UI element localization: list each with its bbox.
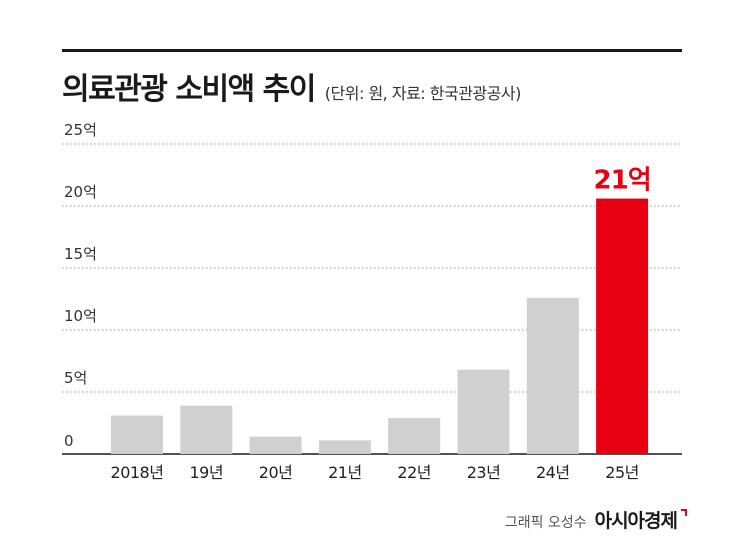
y-tick-label: 10억 (64, 307, 97, 325)
x-tick-label: 2018년 (111, 463, 164, 482)
bar (318, 440, 371, 454)
bar (457, 369, 510, 454)
x-tick-label: 25년 (605, 463, 639, 482)
graphic-credit: 그래픽 오성수 (504, 515, 587, 531)
y-tick-label: 25억 (64, 121, 97, 139)
x-tick-label: 22년 (397, 463, 431, 482)
top-rule (62, 49, 682, 52)
publisher-brand: 아시아경제 (594, 510, 678, 532)
chart-title: 의료관광 소비액 추이 (62, 72, 316, 107)
x-tick-label: 21년 (328, 463, 362, 482)
bar (111, 415, 163, 454)
brand-mark-icon (681, 509, 687, 516)
chart-subtitle: (단위: 원, 자료: 한국관광공사) (324, 84, 522, 103)
data-label-highlight: 21억 (594, 166, 651, 196)
chart-header: 의료관광 소비액 추이 (단위: 원, 자료: 한국관광공사) (62, 64, 521, 108)
bar-highlight (596, 198, 649, 454)
x-tick-label: 24년 (536, 463, 570, 482)
x-tick-label: 20년 (259, 463, 293, 482)
x-tick-label: 19년 (190, 463, 224, 482)
y-tick-label: 0 (64, 432, 74, 450)
y-tick-label: 5억 (64, 369, 87, 387)
bar (388, 418, 441, 454)
y-tick-label: 20억 (64, 183, 97, 201)
bar (526, 297, 579, 454)
credit-line: 그래픽 오성수 아시아경제 (505, 506, 687, 533)
y-tick-label: 15억 (64, 245, 97, 263)
bar (180, 405, 233, 454)
x-tick-label: 23년 (467, 463, 501, 482)
bar (249, 436, 302, 454)
